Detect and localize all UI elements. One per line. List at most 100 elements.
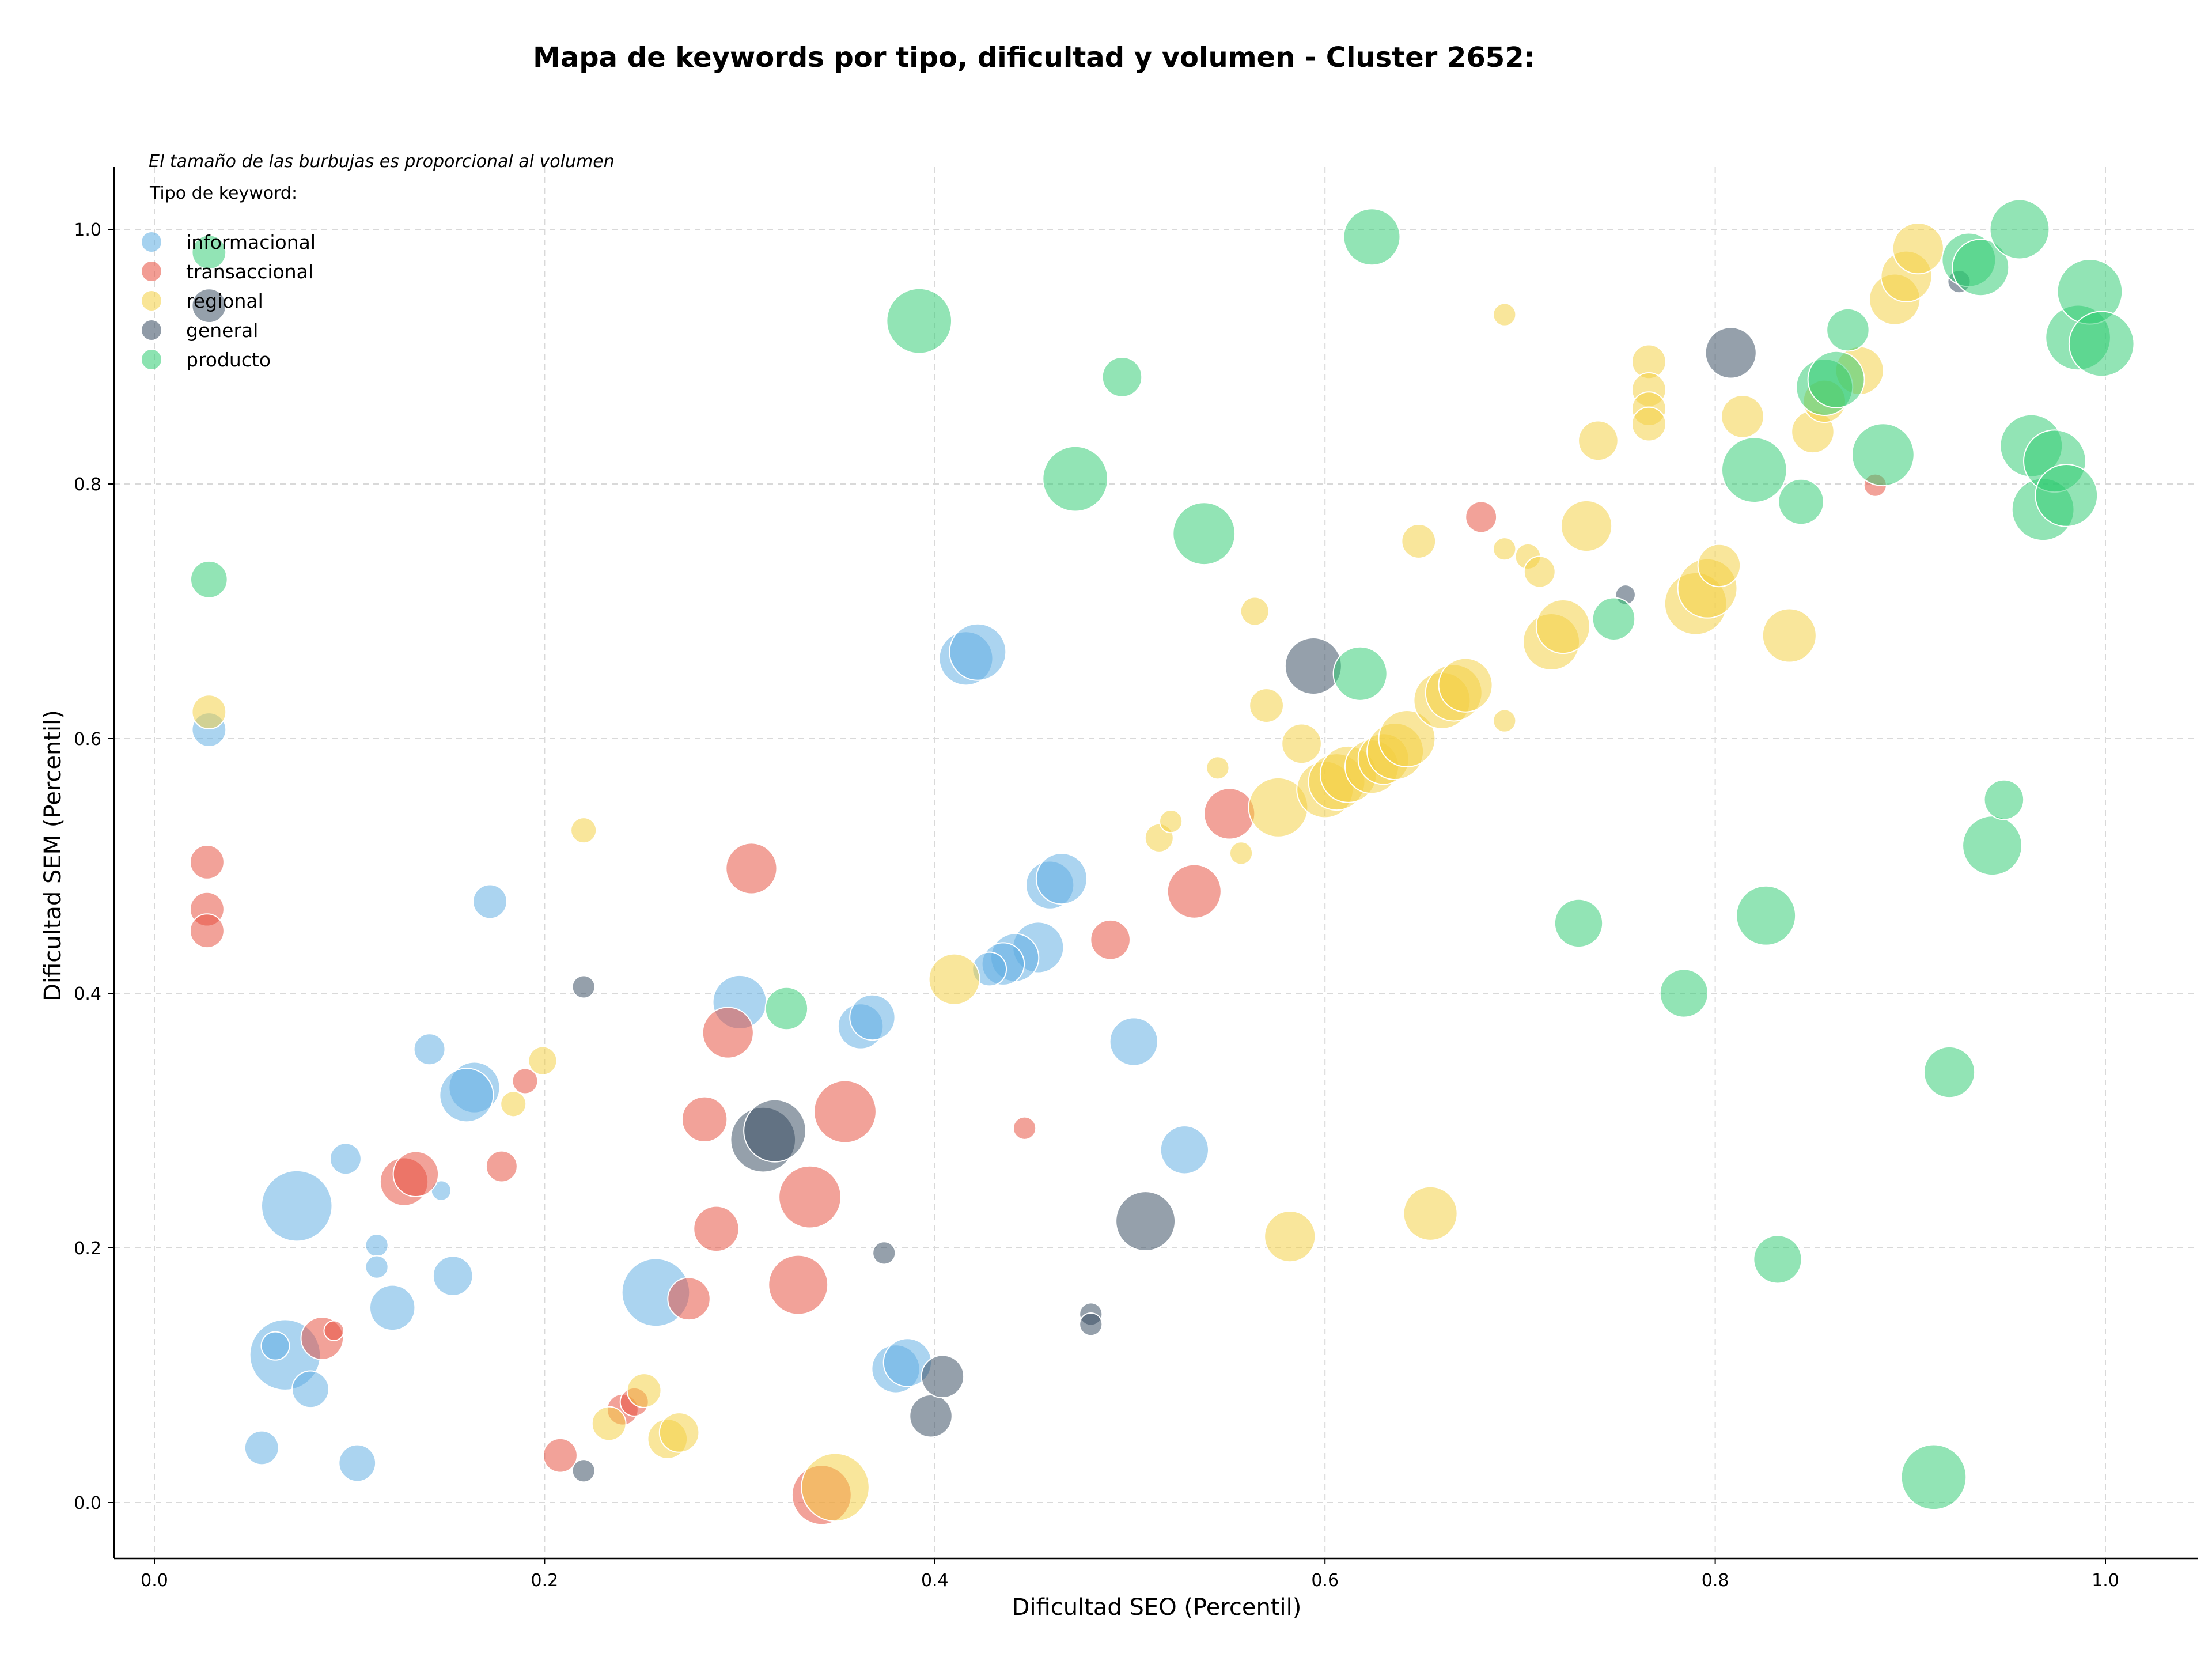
y-tick-label: 0.0 [74,1493,101,1514]
bubble-informacional [1109,1017,1158,1066]
bubble-producto [1962,815,2023,876]
bubble-regional [658,1412,700,1453]
bubble-general [1115,1191,1176,1252]
bubble-transaccional [1166,864,1222,919]
bubble-informacional [369,1284,416,1331]
legend-label-producto: producto [186,349,271,371]
x-tick-label: 0.0 [141,1571,168,1591]
bubbles [190,199,2135,1526]
bubble-transaccional [392,1151,440,1198]
bubble-regional [928,953,980,1005]
legend-label-general: general [186,319,258,342]
bubble-informacional [413,1033,446,1066]
bubble-general [571,975,596,999]
bubble-regional [500,1091,527,1118]
bubble-regional [1560,500,1613,553]
bubble-general [909,1394,953,1438]
legend-label-informacional: informacional [186,231,316,253]
bubble-producto [1952,239,2010,297]
bubble-general [921,1354,965,1398]
bubble-transaccional [778,1165,842,1229]
bubble-regional [591,1406,627,1441]
bubble-regional [191,694,227,729]
bubble-regional [1535,599,1590,654]
bubble-transaccional [323,1320,344,1341]
x-tick-label: 0.4 [921,1571,949,1591]
legend-marker-producto [142,350,161,369]
grid-lines [114,167,2198,1558]
bubble-producto [1778,478,1824,525]
chart-title: Mapa de keywords por tipo, dificultad y … [533,41,1535,74]
bubble-producto [1989,199,2050,260]
bubble-transaccional [190,844,225,880]
bubble-producto [886,287,953,354]
bubble-regional [570,817,597,844]
y-axis-label: Dificultad SEM (Percentil) [40,710,66,1001]
bubble-producto [1101,357,1143,398]
bubble-producto [1826,308,1870,352]
bubble-informacional [329,1142,362,1175]
bubble-regional [1493,537,1517,561]
legend-marker-regional [142,291,161,311]
bubble-transaccional [1465,501,1498,534]
y-tick-label: 0.4 [74,984,101,1004]
bubble-informacional [365,1233,389,1258]
bubble-informacional [949,623,1007,681]
bubble-producto [764,986,809,1031]
bubble-regional [528,1046,558,1076]
axes [113,167,2198,1560]
bubble-general [1079,1312,1103,1337]
bubble-regional [801,1452,870,1522]
bubble-regional [1578,420,1619,461]
bubble-transaccional [702,1007,754,1059]
bubble-regional [1240,596,1270,626]
legend: El tamaño de las burbujas es proporciona… [142,152,615,371]
bubble-transaccional [1090,919,1131,960]
y-tick-label: 0.6 [74,729,101,750]
bubble-regional [1892,222,1944,275]
bubble-regional [1281,723,1322,765]
bubble-regional [1697,543,1741,588]
bubble-regional [1438,657,1493,713]
bubble-regional [1721,395,1764,438]
bubble-producto [191,234,227,270]
bubble-transaccional [725,842,778,895]
bubble-informacional [260,1331,290,1361]
bubble-producto [2035,463,2099,527]
bubble-regional [626,1373,662,1408]
x-tick-label: 1.0 [2092,1571,2119,1591]
bubble-regional [1249,688,1284,723]
bubble-regional [1403,1186,1458,1241]
bubble-regional [1378,710,1436,767]
x-tick-label: 0.2 [531,1571,559,1591]
legend-marker-general [142,320,161,340]
bubble-transaccional [543,1437,578,1473]
x-axis-label: Dificultad SEO (Percentil) [1012,1594,1302,1621]
bubble-producto [1042,445,1109,512]
legend-label-regional: regional [186,290,263,312]
bubble-regional [1159,809,1183,834]
bubble-transaccional [693,1205,740,1253]
legend-label-transaccional: transaccional [186,260,313,283]
x-tick-label: 0.6 [1311,1571,1339,1591]
bubble-regional [1401,524,1437,559]
bubble-informacional [432,1255,474,1296]
bubble-producto [1172,502,1236,566]
bubble-regional [1493,302,1517,327]
bubble-informacional [472,884,507,920]
bubble-producto [1554,898,1604,948]
bubble-general [571,1459,596,1483]
tick-labels: 0.0 0.0 0.2 0.2 0.4 0.4 0.6 0.6 0.8 0.8 1.0 1.0 [74,220,2119,1591]
bubble-producto [1721,437,1787,504]
bubble-producto [1851,423,1915,487]
bubble-producto [1807,350,1865,408]
bubble-producto [1592,597,1636,641]
bubble-informacional [849,994,896,1041]
bubble-general [872,1241,896,1265]
bubble-regional [1493,709,1517,733]
y-tick-label: 1.0 [74,220,101,240]
bubble-informacional [1035,853,1088,905]
bubble-transaccional [1013,1116,1037,1140]
bubble-general [191,288,227,323]
